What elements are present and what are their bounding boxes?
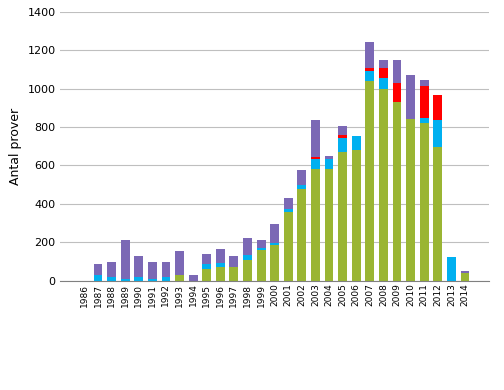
Bar xyxy=(216,249,225,262)
Bar xyxy=(243,238,252,255)
Bar xyxy=(161,262,170,277)
Bar xyxy=(365,71,374,81)
Bar xyxy=(161,277,170,281)
Bar xyxy=(175,275,184,281)
Bar xyxy=(243,260,252,281)
Bar xyxy=(379,89,388,281)
Bar xyxy=(461,271,469,273)
Bar xyxy=(311,159,320,169)
Bar xyxy=(338,152,347,281)
Bar xyxy=(257,240,266,248)
Bar xyxy=(461,273,469,281)
Bar xyxy=(393,102,402,281)
Bar xyxy=(311,120,320,157)
Bar xyxy=(148,279,157,281)
Bar xyxy=(365,43,374,68)
Bar xyxy=(202,254,211,264)
Bar xyxy=(229,256,238,268)
Bar xyxy=(325,169,334,281)
Bar xyxy=(338,126,347,135)
Bar xyxy=(406,119,415,281)
Bar xyxy=(365,68,374,71)
Bar xyxy=(379,78,388,89)
Bar xyxy=(433,120,442,147)
Bar xyxy=(107,277,116,281)
Bar xyxy=(188,275,198,281)
Bar xyxy=(393,60,402,83)
Bar xyxy=(406,75,415,119)
Bar xyxy=(297,170,306,185)
Bar xyxy=(352,150,361,281)
Bar xyxy=(257,250,266,281)
Bar xyxy=(379,60,388,68)
Bar xyxy=(202,264,211,269)
Bar xyxy=(284,198,293,209)
Bar xyxy=(284,209,293,212)
Bar xyxy=(229,268,238,281)
Bar xyxy=(433,95,442,120)
Bar xyxy=(94,275,102,281)
Bar xyxy=(433,147,442,281)
Bar xyxy=(420,119,428,123)
Bar xyxy=(175,251,184,275)
Y-axis label: Antal prover: Antal prover xyxy=(9,108,22,185)
Bar xyxy=(311,157,320,159)
Bar xyxy=(257,248,266,250)
Bar xyxy=(243,255,252,260)
Bar xyxy=(379,68,388,78)
Bar xyxy=(297,190,306,281)
Bar xyxy=(94,264,102,275)
Bar xyxy=(121,240,130,279)
Bar xyxy=(420,86,428,119)
Bar xyxy=(270,243,279,245)
Bar xyxy=(216,268,225,281)
Bar xyxy=(352,136,361,150)
Bar xyxy=(284,212,293,281)
Bar xyxy=(420,80,428,86)
Bar xyxy=(135,256,143,277)
Bar xyxy=(216,262,225,268)
Bar xyxy=(325,156,334,159)
Bar xyxy=(325,159,334,169)
Bar xyxy=(148,262,157,279)
Bar xyxy=(270,224,279,243)
Legend: Vattenverk, Enskilda brunnar, Regional miljöövervakning, Övrigt: Vattenverk, Enskilda brunnar, Regional m… xyxy=(87,388,462,390)
Bar xyxy=(202,269,211,281)
Bar xyxy=(365,81,374,281)
Bar xyxy=(107,262,116,277)
Bar xyxy=(338,138,347,152)
Bar xyxy=(270,245,279,281)
Bar xyxy=(338,135,347,138)
Bar xyxy=(121,279,130,281)
Bar xyxy=(297,185,306,190)
Bar xyxy=(393,83,402,102)
Bar xyxy=(311,169,320,281)
Bar xyxy=(420,123,428,281)
Bar xyxy=(135,277,143,281)
Bar xyxy=(447,257,456,281)
